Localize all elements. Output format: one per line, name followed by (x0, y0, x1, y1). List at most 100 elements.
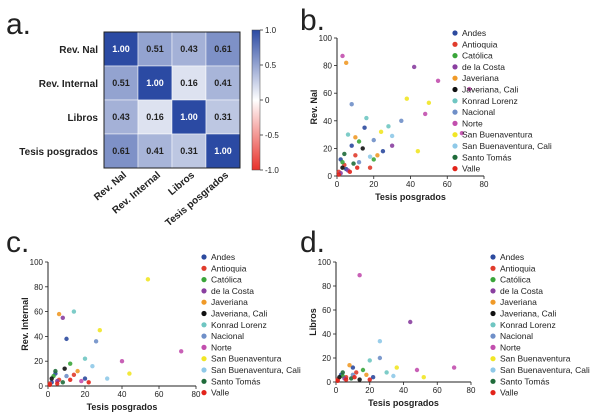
y-tick-label: 60 (323, 89, 332, 98)
data-point (367, 358, 372, 363)
data-point (364, 372, 369, 377)
y-tick-label: 0 (327, 378, 332, 387)
data-point (90, 363, 95, 369)
legend-marker (490, 333, 496, 339)
data-point (97, 328, 103, 333)
legend-entry: Norte (462, 118, 483, 128)
heatmap-cell-value: 0.61 (214, 44, 232, 54)
legend-entry: Javeriana (462, 73, 499, 83)
data-point (423, 111, 428, 117)
heatmap-row-label: Libros (67, 113, 98, 124)
legend-entry: Santo Tomás (211, 376, 260, 386)
heatmap-cell (205, 99, 241, 135)
y-axis-label: Rev. Internal (20, 297, 30, 350)
data-point (336, 172, 342, 177)
legend-entry: Antioquia (500, 263, 536, 273)
legend-marker (490, 310, 496, 317)
legend-entry: Valle (500, 388, 519, 398)
legend-marker (201, 254, 207, 260)
legend-entry: Javeriana, Cali (211, 309, 267, 319)
legend-marker (490, 367, 496, 373)
x-tick-label: 0 (334, 386, 339, 395)
heatmap-cell-value: 0.41 (146, 146, 164, 156)
legend-marker (201, 310, 207, 317)
legend-entry: Norte (211, 342, 232, 352)
colorbar-tick-label: -0.5 (265, 131, 279, 140)
data-point (60, 380, 65, 385)
data-point (340, 370, 345, 375)
data-point (391, 373, 396, 379)
data-point (362, 125, 367, 130)
data-point (64, 336, 69, 342)
heatmap-cell-value: 0.31 (214, 112, 232, 122)
x-axis-label: Tesis posgrados (87, 402, 158, 412)
heatmap-cell-value: 1.00 (214, 146, 232, 156)
legend-entry: Santo Tomás (500, 376, 549, 386)
data-point (356, 160, 362, 165)
legend-marker (490, 390, 496, 396)
data-point (60, 315, 65, 320)
data-point (105, 376, 110, 381)
data-point (347, 169, 353, 175)
y-tick-label: 20 (323, 144, 332, 153)
x-tick-label: 60 (443, 180, 452, 189)
data-point (399, 118, 404, 124)
y-tick-label: 100 (30, 258, 44, 267)
y-tick-label: 80 (322, 282, 331, 291)
x-tick-label: 20 (81, 390, 90, 399)
heatmap-cell (137, 65, 173, 101)
x-tick-label: 40 (118, 390, 127, 399)
legend-entry: San Buenaventura (462, 130, 533, 140)
x-tick-label: 20 (365, 386, 374, 395)
legend-entry: Valle (462, 164, 481, 174)
legend-entry: de la Costa (211, 286, 254, 296)
scatter-rev-nal: 0 20 40 60 80 0 20 40 60 80 100 Tesis posgrados Rev.… (309, 28, 552, 202)
legend-marker (201, 390, 207, 396)
legend-entry: Konrad Lorenz (211, 320, 267, 330)
data-point (56, 311, 62, 317)
data-point (79, 378, 84, 384)
data-point (350, 365, 356, 370)
data-point (435, 78, 441, 83)
x-axis-label: Tesis posgrados (368, 398, 439, 408)
y-tick-label: 40 (323, 117, 332, 126)
legend-marker (490, 344, 496, 350)
colorbar-tick-label: -1.0 (265, 166, 279, 175)
heatmap-cell-value: 1.00 (180, 112, 198, 122)
legend-entry: Antioquia (211, 263, 247, 273)
heatmap-border (103, 31, 241, 169)
data-point (82, 356, 88, 361)
panel-label-a: a. (6, 8, 31, 41)
data-point (353, 135, 358, 140)
data-point (62, 366, 67, 371)
legend-marker (201, 344, 207, 350)
data-point (342, 151, 347, 157)
data-point (371, 157, 376, 162)
heatmap-row-label: Tesis posgrados (19, 147, 98, 158)
data-point (355, 165, 360, 170)
data-point (179, 349, 184, 354)
legend-entry: Konrad Lorenz (462, 96, 518, 106)
data-point (360, 367, 366, 373)
legend-marker (490, 288, 496, 294)
scatter-libros: 0 20 40 60 80 0 20 40 60 80 100 Tesis posgrados Libr… (308, 252, 590, 408)
legend-marker (490, 356, 496, 362)
data-point (349, 143, 354, 148)
colorbar-tick-label: 0.5 (265, 61, 277, 70)
data-point (145, 277, 151, 282)
legend-marker (201, 265, 207, 271)
data-point (371, 137, 376, 143)
heatmap-col-label: Tesis posgrados (164, 170, 232, 229)
legend-marker (490, 299, 496, 305)
y-tick-label: 40 (322, 330, 331, 339)
data-point (351, 161, 356, 166)
y-tick-label: 60 (34, 308, 43, 317)
data-point (340, 160, 345, 165)
y-tick-label: 80 (34, 283, 43, 292)
y-tick-label: 0 (328, 172, 333, 181)
data-point (404, 96, 410, 101)
legend-marker (490, 378, 496, 384)
x-tick-label: 20 (369, 180, 378, 189)
